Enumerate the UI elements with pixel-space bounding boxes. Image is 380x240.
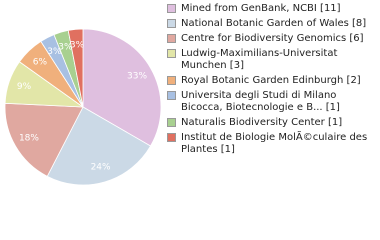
legend-swatch (167, 133, 176, 142)
slice-label: 24% (91, 162, 111, 172)
legend-label: Institut de Biologie MolÃ©culaire des Pl… (181, 132, 368, 155)
legend-label: Ludwig-Maximilians-Universitat Munchen [… (181, 48, 338, 71)
legend-item: Ludwig-Maximilians-Universitat Munchen [… (167, 48, 377, 72)
legend-label: Royal Botanic Garden Edinburgh [2] (181, 75, 361, 86)
legend-swatch (167, 91, 176, 100)
legend-item: National Botanic Garden of Wales [8] (167, 18, 377, 30)
chart: 33%24%18%9%6%3%3%3% (4, 28, 162, 186)
pie-slice (82, 28, 162, 147)
legend-item: Universita degli Studi di Milano Bicocca… (167, 90, 377, 114)
legend: Mined from GenBank, NCBI [11] National Bo… (167, 3, 377, 156)
pie-slice (67, 28, 84, 108)
legend-label: National Botanic Garden of Wales [8] (181, 18, 367, 29)
legend-item: Royal Botanic Garden Edinburgh [2] (167, 75, 377, 87)
legend-item: Institut de Biologie MolÃ©culaire des Pl… (167, 132, 377, 156)
legend-swatch (167, 19, 176, 28)
slice-label: 33% (127, 71, 147, 81)
slice-label: 9% (17, 82, 32, 92)
legend-label: Centre for Biodiversity Genomics [6] (181, 33, 364, 44)
slice-label: 18% (19, 134, 39, 144)
legend-swatch (167, 76, 176, 85)
legend-swatch (167, 49, 176, 58)
legend-swatch (167, 34, 176, 43)
slice-label: 6% (33, 57, 48, 67)
legend-item: Naturalis Biodiversity Center [1] (167, 117, 377, 129)
legend-item: Mined from GenBank, NCBI [11] (167, 3, 377, 15)
legend-swatch (167, 118, 176, 127)
slice-label: 3% (58, 43, 73, 53)
legend-label: Universita degli Studi di Milano Bicocca… (181, 90, 340, 113)
legend-swatch (167, 4, 176, 13)
legend-label: Naturalis Biodiversity Center [1] (181, 117, 343, 128)
legend-item: Centre for Biodiversity Genomics [6] (167, 33, 377, 45)
pie-slice (4, 102, 84, 177)
slice-label: 3% (70, 40, 85, 50)
slice-label: 3% (47, 47, 62, 57)
legend-label: Mined from GenBank, NCBI [11] (181, 3, 341, 14)
